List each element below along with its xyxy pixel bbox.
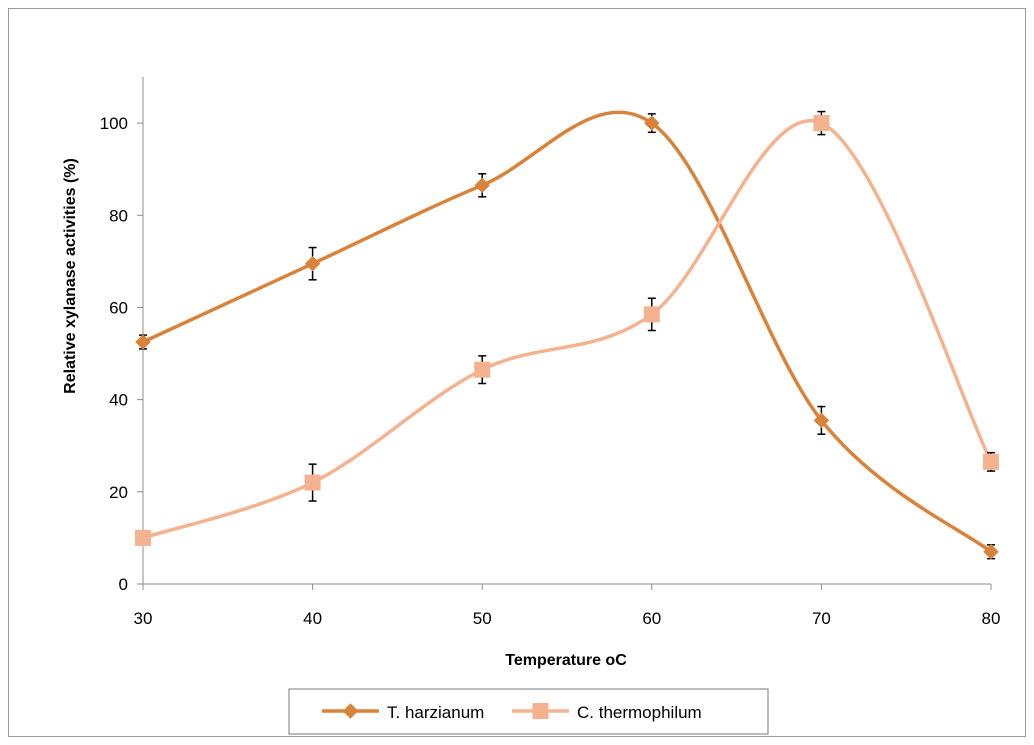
data-point-c-thermophilum xyxy=(813,115,830,132)
x-tick-label: 30 xyxy=(134,609,153,628)
data-point-c-thermophilum xyxy=(983,453,999,470)
legend-marker-1 xyxy=(532,703,549,719)
data-markers xyxy=(135,115,999,560)
x-tick-label: 70 xyxy=(812,609,831,628)
data-point-t-harzianum xyxy=(135,334,151,350)
y-axis-title: Relative xylanase activities (%) xyxy=(62,158,79,394)
chart-frame xyxy=(8,8,1026,737)
data-point-t-harzianum xyxy=(474,177,490,194)
series-line-0 xyxy=(142,110,993,554)
legend-marker-0 xyxy=(342,703,359,719)
data-point-t-harzianum xyxy=(304,255,321,272)
x-tick-label: 60 xyxy=(642,609,661,628)
y-tick-label: 20 xyxy=(109,483,128,502)
y-tick-label: 60 xyxy=(109,298,128,317)
x-tick-label: 40 xyxy=(303,609,322,628)
data-point-c-thermophilum xyxy=(304,474,321,491)
legend-label-t-harzianum: T. harzianum xyxy=(387,703,484,722)
tick-labels: 0 20 40 60 80 100 30 40 50 60 70 80 xyxy=(100,114,1001,628)
y-tick-label: 40 xyxy=(109,391,128,410)
legend-items xyxy=(322,703,569,719)
x-tick-label: 50 xyxy=(473,609,492,628)
series-lines xyxy=(142,110,993,554)
legend-label-c-thermophilum: C. thermophilum xyxy=(577,703,702,722)
y-tick-label: 0 xyxy=(119,575,128,594)
y-tick-label: 80 xyxy=(109,206,128,225)
x-axis-title: Temperature oC xyxy=(505,652,627,669)
legend: T. harzianum C. thermophilum xyxy=(288,688,769,735)
data-point-c-thermophilum xyxy=(643,306,660,323)
data-point-c-thermophilum xyxy=(135,529,151,546)
series-line-1 xyxy=(142,119,993,540)
data-point-t-harzianum xyxy=(813,412,830,429)
y-tick-label: 100 xyxy=(100,114,128,133)
data-point-t-harzianum xyxy=(983,544,999,560)
data-point-t-harzianum xyxy=(644,115,660,131)
data-point-c-thermophilum xyxy=(474,361,491,378)
axes xyxy=(137,77,992,590)
x-tick-label: 80 xyxy=(982,609,1001,628)
